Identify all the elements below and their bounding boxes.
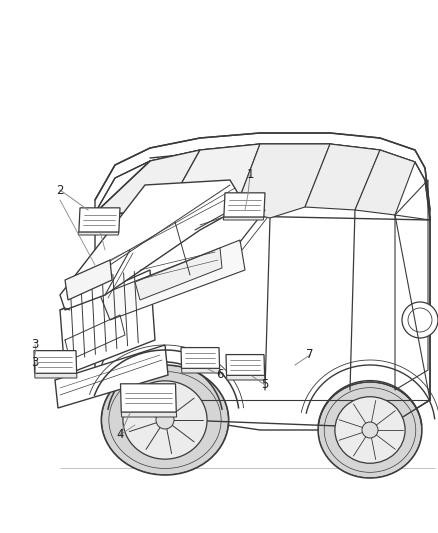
Text: 4: 4 xyxy=(116,429,124,441)
Polygon shape xyxy=(355,150,415,215)
Polygon shape xyxy=(165,144,260,213)
Circle shape xyxy=(408,308,432,332)
Text: 2: 2 xyxy=(56,183,64,197)
Polygon shape xyxy=(95,150,200,213)
Polygon shape xyxy=(223,217,264,220)
Polygon shape xyxy=(79,208,120,232)
Polygon shape xyxy=(78,232,119,235)
Ellipse shape xyxy=(335,397,405,463)
Polygon shape xyxy=(305,144,380,210)
Polygon shape xyxy=(226,375,265,380)
Polygon shape xyxy=(95,133,430,220)
Polygon shape xyxy=(226,354,265,375)
Text: 3: 3 xyxy=(31,356,39,368)
Polygon shape xyxy=(60,270,155,375)
Ellipse shape xyxy=(101,365,229,475)
Polygon shape xyxy=(60,180,245,310)
Polygon shape xyxy=(182,368,220,373)
Polygon shape xyxy=(121,412,177,417)
Polygon shape xyxy=(235,144,330,218)
Polygon shape xyxy=(135,248,222,300)
Polygon shape xyxy=(95,213,430,430)
Polygon shape xyxy=(224,193,265,217)
Circle shape xyxy=(156,411,174,429)
Polygon shape xyxy=(100,240,245,320)
Text: 5: 5 xyxy=(261,378,268,392)
Circle shape xyxy=(362,422,378,438)
Text: 3: 3 xyxy=(31,338,39,351)
Polygon shape xyxy=(55,345,168,408)
Ellipse shape xyxy=(318,382,422,478)
Text: 7: 7 xyxy=(306,349,314,361)
Polygon shape xyxy=(120,384,176,412)
Polygon shape xyxy=(35,374,77,378)
Polygon shape xyxy=(181,348,219,368)
Text: 1: 1 xyxy=(246,168,254,182)
Text: 6: 6 xyxy=(216,368,224,382)
Ellipse shape xyxy=(123,381,207,459)
Polygon shape xyxy=(65,260,112,300)
Circle shape xyxy=(402,302,438,338)
Polygon shape xyxy=(34,351,77,374)
